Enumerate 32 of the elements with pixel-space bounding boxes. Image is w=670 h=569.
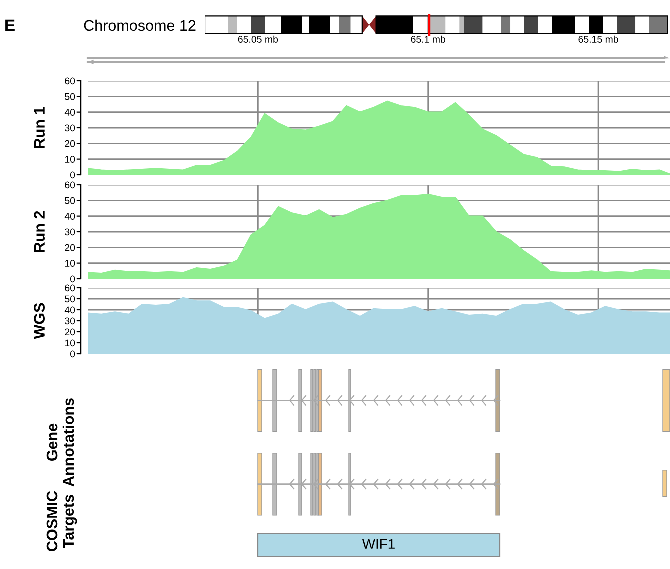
y-tick-label: 60	[65, 78, 76, 85]
y-tick-label: 0	[70, 350, 76, 358]
y-tick-label: 20	[65, 140, 76, 148]
y-tick-label: 20	[65, 244, 76, 252]
y-tick-label: 0	[70, 276, 76, 283]
y-tick-label: 10	[65, 156, 76, 163]
text: COSMIC Targets	[46, 491, 78, 552]
x-tick-label: 65.15 mb	[578, 36, 618, 43]
y-tick-label: 30	[65, 228, 76, 236]
y-tick-label: 10	[65, 340, 76, 347]
y-tick-label: 30	[65, 318, 76, 325]
y-tick-label: 50	[65, 93, 76, 100]
chart-title: Chromosome 12	[84, 20, 196, 32]
y-tick-label: 20	[65, 328, 76, 336]
y-tick-label: 50	[65, 296, 76, 303]
y-axis-title: WGS	[34, 303, 45, 340]
y-tick-label: 0	[70, 172, 76, 179]
x-tick-label: 65.1 mb	[411, 36, 446, 43]
y-tick-label: 10	[65, 260, 76, 267]
y-tick-label: 50	[65, 197, 76, 204]
text: E	[6, 20, 15, 32]
y-tick-label: 40	[64, 109, 76, 116]
text: WIF1	[362, 539, 395, 549]
y-tick-label: 60	[65, 284, 76, 292]
text: Gene Annotations	[46, 398, 74, 487]
y-axis-title: Run 2	[34, 211, 45, 252]
y-tick-label: 40	[64, 213, 76, 220]
y-tick-label: 30	[65, 124, 76, 132]
y-tick-label: 40	[64, 306, 76, 314]
x-tick-label: 65.05 mb	[238, 36, 278, 43]
y-tick-label: 60	[65, 182, 76, 189]
y-axis-title: Run 1	[34, 107, 45, 148]
